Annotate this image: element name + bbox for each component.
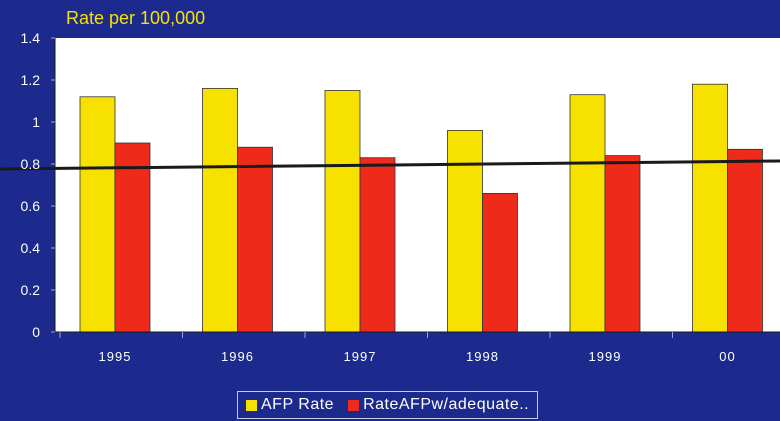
bar-afp-rate-00 <box>692 83 728 333</box>
bars-group <box>79 83 763 333</box>
legend-label-adequate-rate: RateAFPw/adequate.. <box>363 396 530 413</box>
bar-adequate-rate-1995 <box>114 142 151 333</box>
legend-item-afp-rate: AFP Rate <box>246 396 334 414</box>
legend-swatch-adequate-rate <box>348 399 360 411</box>
x-tick-label: 1996 <box>221 349 254 364</box>
bar-adequate-rate-1999 <box>604 155 641 333</box>
bar-afp-rate-1997 <box>324 90 361 333</box>
y-tick-label: 1.4 <box>21 30 41 46</box>
y-tick-label: 0.6 <box>21 198 41 214</box>
x-tick-label: 1999 <box>589 349 622 364</box>
y-axis-label: Rate per 100,000 <box>66 8 205 28</box>
y-tick-label: 0 <box>32 324 40 340</box>
bar-afp-rate-1998 <box>447 129 483 333</box>
y-tick-label: 0.4 <box>21 240 41 256</box>
y-tick-label: 0.2 <box>21 282 41 298</box>
y-tick-label: 1.2 <box>21 72 41 88</box>
x-tick-label: 1995 <box>99 349 132 364</box>
y-tick-label: 1 <box>32 114 40 130</box>
bar-afp-rate-1999 <box>569 94 606 333</box>
legend-item-adequate-rate: RateAFPw/adequate.. <box>348 396 529 414</box>
bar-adequate-rate-1997 <box>359 157 396 333</box>
x-tick-label: 1998 <box>466 349 499 364</box>
x-tick-label: 1997 <box>344 349 377 364</box>
bar-afp-rate-1996 <box>202 88 238 333</box>
x-tick-label: 00 <box>719 349 735 364</box>
y-tick-label: 0.8 <box>21 156 41 172</box>
bar-adequate-rate-00 <box>727 148 763 333</box>
legend-label-afp-rate: AFP Rate <box>261 396 335 413</box>
bar-adequate-rate-1998 <box>482 192 518 333</box>
reference-line <box>0 159 780 171</box>
legend-swatch-afp-rate <box>246 399 257 411</box>
plot-area <box>55 38 780 332</box>
bar-adequate-rate-1996 <box>237 146 273 333</box>
axes-group: 0 0.2 0.4 0.6 0.8 1 1.2 1.4 1995 1996 1997 1998 1999… <box>0 30 780 364</box>
bar-afp-rate-1995 <box>79 96 116 333</box>
legend: AFP Rate RateAFPw/adequate.. <box>237 391 539 419</box>
